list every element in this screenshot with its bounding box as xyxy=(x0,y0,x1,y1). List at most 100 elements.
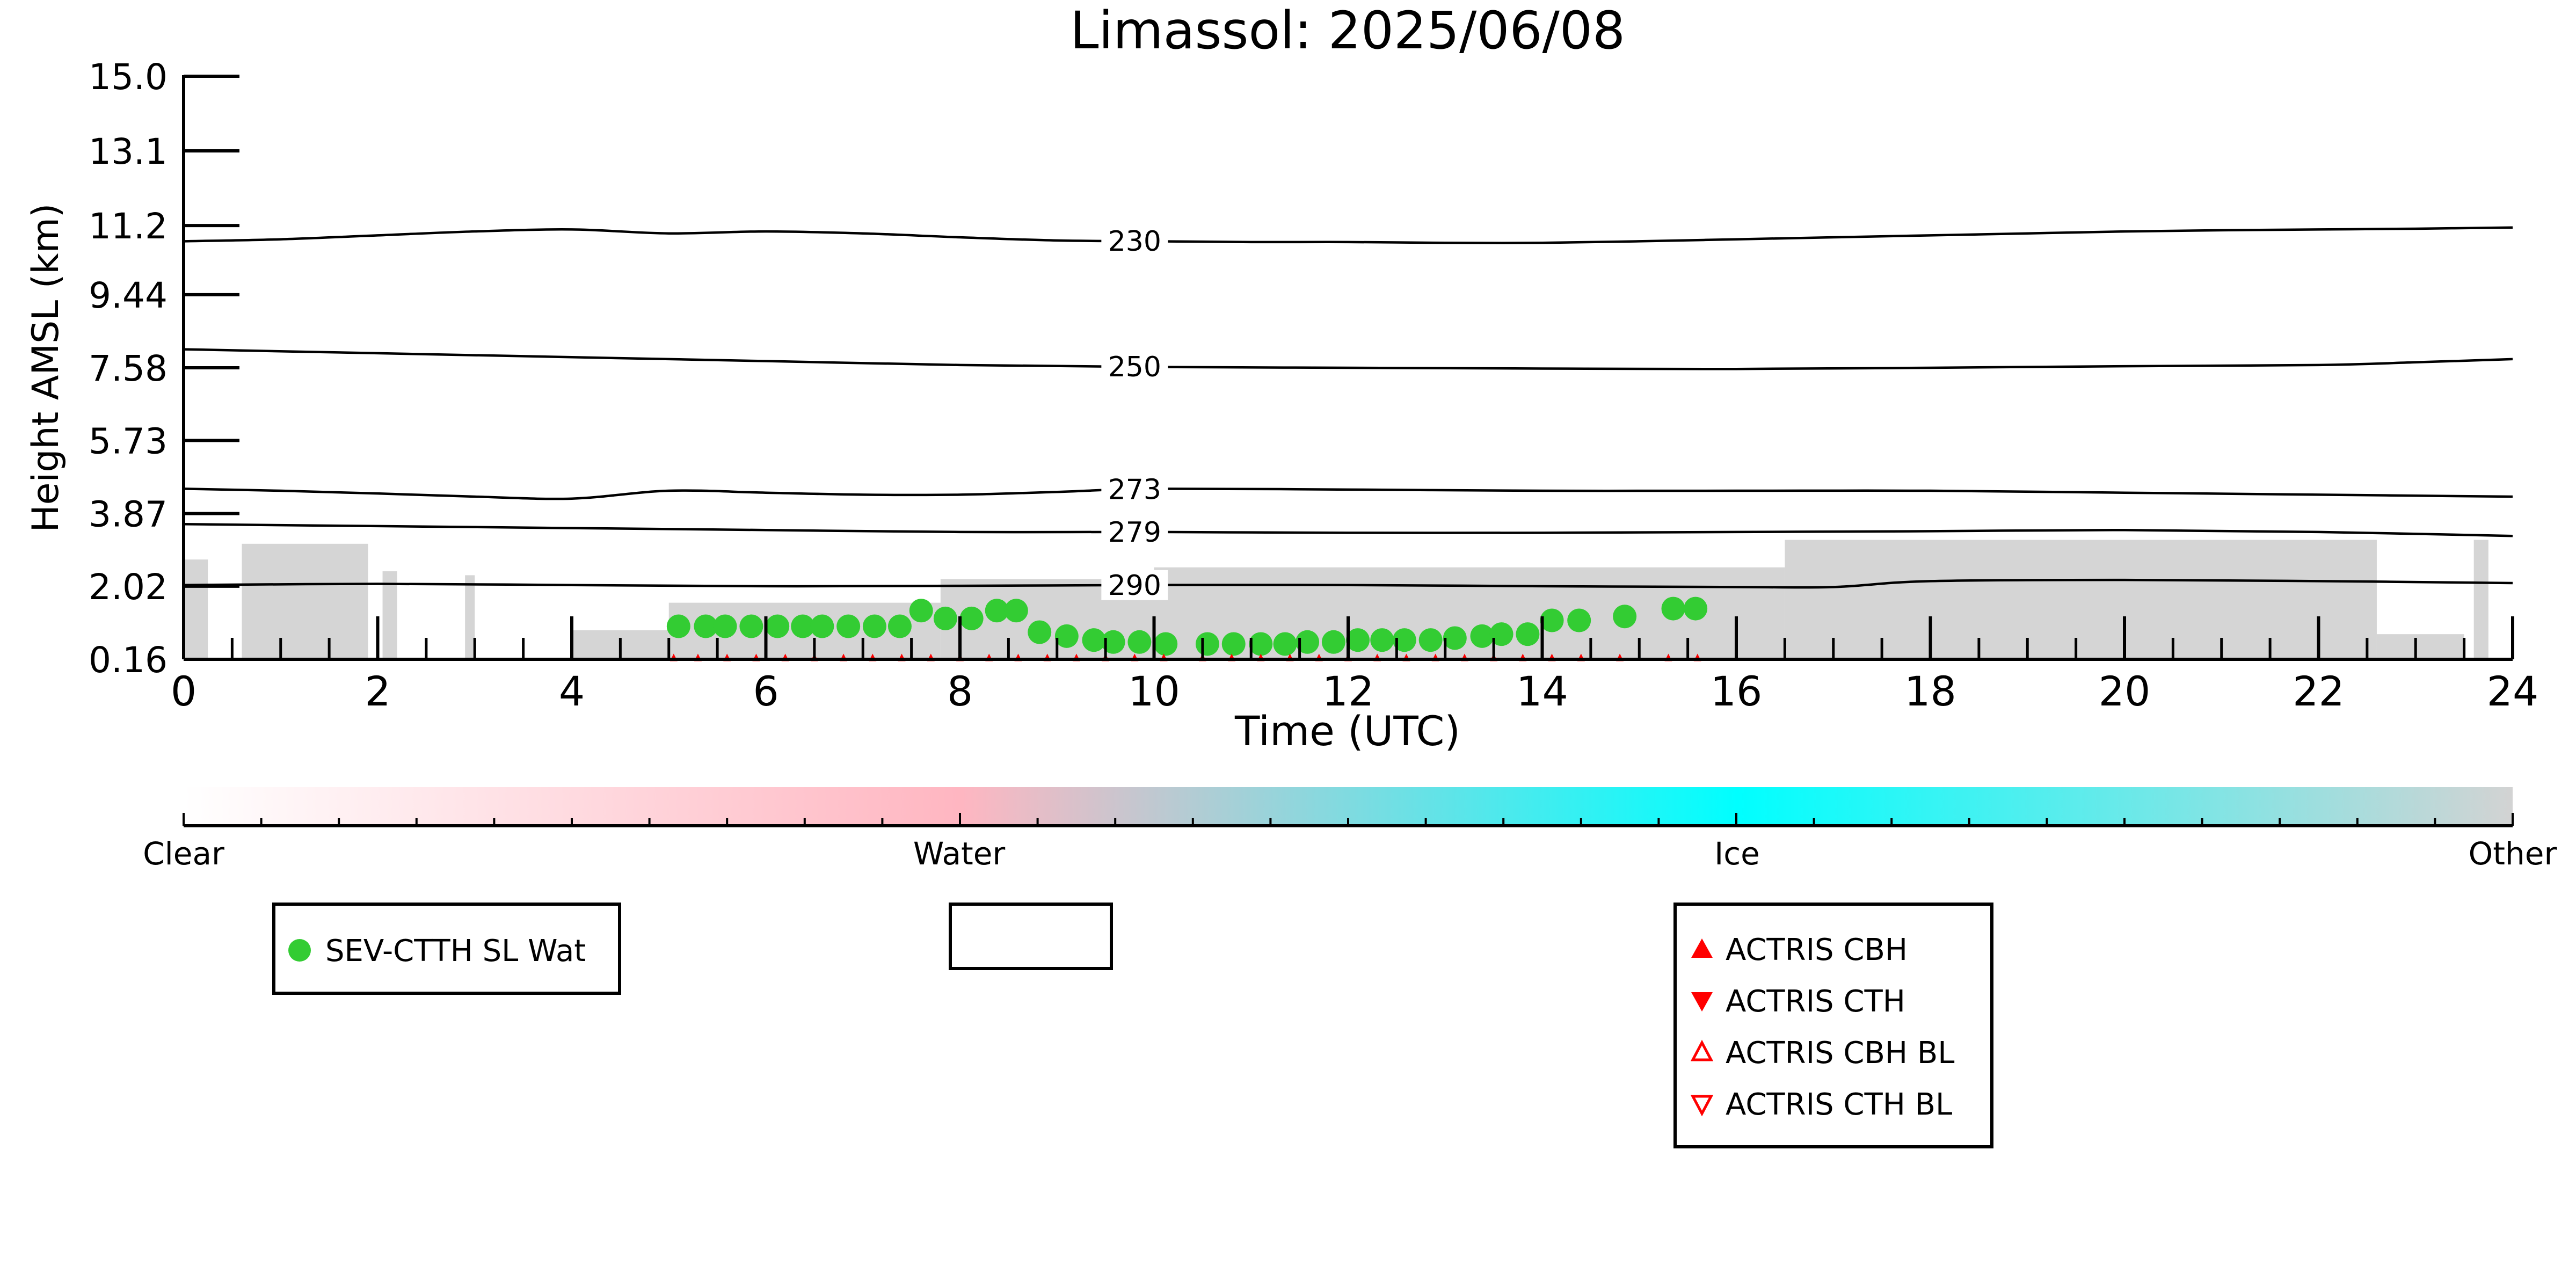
plot-area: 230 250 273 279 290 0.16 2.02 3.87 5.73 7.58 9.44… xyxy=(89,56,2538,715)
sev-point xyxy=(909,599,933,623)
colorbar-label: Clear xyxy=(143,835,224,872)
backscatter-region-0 xyxy=(184,559,208,659)
contour-line-279 xyxy=(183,523,2513,537)
x-tick-label: 16 xyxy=(1711,667,1763,715)
contour-label-273: 273 xyxy=(1108,474,1161,506)
y-tick-label: 9.44 xyxy=(89,275,168,316)
sev-point xyxy=(1661,596,1685,621)
contour-label-bg-279 xyxy=(1101,516,1168,547)
x-tick-label: 12 xyxy=(1322,667,1374,715)
legend-box-empty xyxy=(949,903,1113,970)
sev-point xyxy=(1004,599,1028,623)
backscatter-region-3 xyxy=(465,575,475,659)
backscatter-region-8 xyxy=(1785,540,2377,659)
legend-box-sev xyxy=(272,903,621,995)
sev-point xyxy=(713,614,737,638)
sev-point xyxy=(1082,628,1106,652)
sev-point xyxy=(1516,622,1540,646)
y-tick-label: 11.2 xyxy=(89,206,168,247)
sev-point xyxy=(1127,630,1152,654)
y-tick-label: 2.02 xyxy=(89,566,168,608)
legend-entry: ACTRIS CBH BL xyxy=(1726,1036,1954,1071)
legend: SEV-CTTH SL Wat ACTRIS CBH ACTRIS CTH ACTRI… xyxy=(272,903,1993,1148)
x-tick-label: 4 xyxy=(559,667,585,715)
x-tick-label: 20 xyxy=(2099,667,2151,715)
sev-point xyxy=(1154,632,1178,656)
sev-point xyxy=(1540,608,1564,632)
sev-point xyxy=(1273,632,1297,656)
x-tick-label: 0 xyxy=(171,667,197,715)
x-tick-label: 18 xyxy=(1904,667,1956,715)
sev-point xyxy=(1346,628,1370,652)
contour-label-250: 250 xyxy=(1108,351,1161,383)
sev-point xyxy=(1249,632,1273,656)
sev-point xyxy=(862,614,886,638)
sev-point xyxy=(694,614,718,638)
y-tick-label: 0.16 xyxy=(89,639,168,681)
sev-point xyxy=(1392,628,1416,652)
contour-label-290: 290 xyxy=(1108,570,1161,602)
sev-point xyxy=(810,614,834,638)
sev-point xyxy=(1443,626,1467,650)
sev-point xyxy=(836,614,861,638)
sev-point xyxy=(766,614,790,638)
sev-point xyxy=(666,614,690,638)
y-tick-label: 5.73 xyxy=(89,420,168,462)
x-tick-label: 24 xyxy=(2487,667,2539,715)
legend-marker-cth-bl xyxy=(1690,1095,1714,1117)
sev-point xyxy=(1567,608,1591,632)
sev-point xyxy=(933,606,957,630)
x-tick-label: 10 xyxy=(1128,667,1180,715)
sev-point xyxy=(959,606,984,630)
contour-line-250 xyxy=(183,348,2513,370)
x-tick-label: 2 xyxy=(365,667,390,715)
sev-point xyxy=(1054,624,1079,648)
contour-line-290 xyxy=(183,578,2513,589)
legend-entry: ACTRIS CTH xyxy=(1726,984,1905,1019)
contour-label-bg-290 xyxy=(1101,570,1168,600)
sev-point xyxy=(1195,632,1219,656)
backscatter-region-1 xyxy=(242,543,368,659)
sev-point xyxy=(1221,632,1246,656)
colorbar-label: Other xyxy=(2469,835,2557,872)
legend-entry: SEV-CTTH SL Wat xyxy=(325,934,586,969)
chart-title: Limassol: 2025/06/08 xyxy=(1070,1,1625,61)
classification-colorbar: Clear Water Ice Other xyxy=(143,787,2557,872)
contour-label-bg-250 xyxy=(1101,352,1168,382)
sev-point xyxy=(1684,596,1708,621)
colorbar-label: Ice xyxy=(1714,835,1760,872)
sev-point xyxy=(1321,630,1345,654)
sev-point xyxy=(887,614,912,638)
y-tick-label: 15.0 xyxy=(89,56,168,98)
y-tick-label: 13.1 xyxy=(89,131,168,172)
legend-entry: ACTRIS CBH xyxy=(1726,933,1908,967)
sev-point xyxy=(1489,622,1513,646)
legend-entry: ACTRIS CTH BL xyxy=(1726,1087,1952,1122)
y-tick-label: 3.87 xyxy=(89,494,168,535)
sev-point xyxy=(739,614,763,638)
sev-point xyxy=(1101,630,1125,654)
backscatter-region-10 xyxy=(2473,540,2488,659)
legend-marker-cbh-bl xyxy=(1690,1039,1714,1061)
contour-label-bg-230 xyxy=(1101,226,1168,257)
sev-point xyxy=(1296,630,1320,654)
contour-line-230 xyxy=(183,226,2513,244)
sev-point xyxy=(791,614,815,638)
contour-line-273 xyxy=(183,487,2513,500)
legend-marker-cth xyxy=(1691,992,1713,1012)
sev-point xyxy=(1028,620,1052,644)
backscatter-region-9 xyxy=(2376,634,2464,659)
y-tick-label: 7.58 xyxy=(89,348,168,389)
x-axis-label: Time (UTC) xyxy=(1234,707,1460,755)
backscatter-region-2 xyxy=(382,571,397,659)
contour-label-bg-273 xyxy=(1101,474,1168,505)
sev-point xyxy=(1470,624,1494,648)
y-axis-label: Height AMSL (km) xyxy=(25,203,67,533)
sev-point xyxy=(1613,605,1637,629)
legend-marker-sev xyxy=(288,939,311,962)
contour-label-279: 279 xyxy=(1108,516,1161,549)
temperature-contours: 230 250 273 279 290 xyxy=(183,225,2513,602)
x-tick-label: 6 xyxy=(753,667,778,715)
